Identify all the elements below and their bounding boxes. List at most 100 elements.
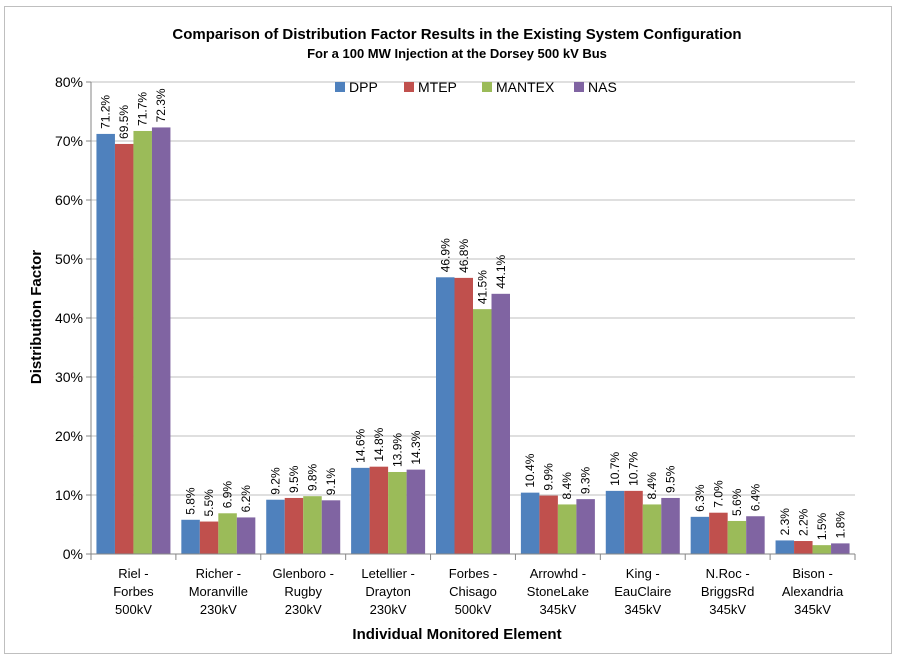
category-label: Arrowhd - bbox=[530, 566, 586, 581]
chart-subtitle: For a 100 MW Injection at the Dorsey 500… bbox=[307, 46, 607, 61]
data-label: 9.9% bbox=[542, 463, 556, 491]
category-label: 230kV bbox=[370, 602, 407, 617]
category-label: 345kV bbox=[794, 602, 831, 617]
y-tick-label: 20% bbox=[55, 428, 83, 444]
bar-mtep bbox=[199, 521, 219, 554]
bar-mtep bbox=[369, 466, 389, 554]
y-axis: 0% 10% 20% 30% 40% 50% 60% 70% 80% bbox=[55, 74, 92, 562]
category-label: N.Roc - bbox=[706, 566, 750, 581]
data-label: 9.8% bbox=[305, 463, 319, 491]
y-tick-label: 30% bbox=[55, 369, 83, 385]
bar-dpp bbox=[520, 492, 540, 554]
category-label: Bison - bbox=[792, 566, 832, 581]
category-label: Drayton bbox=[365, 584, 411, 599]
data-labels: 71.2% 5.8% 9.2% 14.6% 46.9% 10.4% 10.7% 6.3% 2.3… bbox=[99, 88, 848, 540]
bar-mtep bbox=[794, 541, 813, 554]
category-label: 500kV bbox=[455, 602, 492, 617]
y-tick-label: 40% bbox=[55, 310, 83, 326]
data-label: 44.1% bbox=[494, 254, 508, 288]
category-label: 345kV bbox=[539, 602, 576, 617]
bar-nas bbox=[236, 517, 256, 554]
bar-dpp bbox=[690, 516, 710, 554]
y-tick-label: 0% bbox=[63, 546, 83, 562]
category-label: Rugby bbox=[284, 584, 322, 599]
category-label: King - bbox=[626, 566, 660, 581]
data-label: 46.8% bbox=[457, 239, 471, 273]
y-tick-label: 70% bbox=[55, 133, 83, 149]
data-label: 14.8% bbox=[372, 427, 386, 461]
data-label: 71.7% bbox=[136, 92, 150, 126]
data-label: 9.2% bbox=[268, 467, 282, 495]
category-label: 230kV bbox=[200, 602, 237, 617]
bar-nas bbox=[746, 516, 765, 554]
data-label: 6.2% bbox=[239, 485, 253, 513]
data-label: 9.3% bbox=[579, 466, 593, 494]
bar-nas bbox=[406, 469, 426, 554]
bar-dpp bbox=[775, 540, 795, 554]
data-label: 71.2% bbox=[99, 95, 113, 129]
data-label: 72.3% bbox=[154, 88, 168, 122]
bar-mtep bbox=[114, 143, 134, 554]
data-label: 13.9% bbox=[390, 433, 404, 467]
bar-mantex bbox=[473, 309, 492, 554]
data-label: 41.5% bbox=[475, 270, 489, 304]
bar-dpp bbox=[351, 467, 370, 554]
data-label: 46.9% bbox=[438, 238, 452, 272]
bar-mantex bbox=[218, 513, 237, 554]
bar-nas bbox=[151, 127, 171, 555]
category-label: EauClaire bbox=[614, 584, 671, 599]
data-label: 5.6% bbox=[730, 488, 744, 516]
category-label: Forbes - bbox=[449, 566, 497, 581]
data-label: 14.6% bbox=[353, 429, 367, 463]
category-label: Letellier - bbox=[361, 566, 414, 581]
bar-mtep bbox=[624, 490, 643, 554]
bar-nas bbox=[491, 293, 510, 554]
data-label: 10.7% bbox=[608, 452, 622, 486]
legend-swatch-nas bbox=[574, 82, 584, 92]
data-label: 6.9% bbox=[221, 481, 235, 509]
chart-title: Comparison of Distribution Factor Result… bbox=[172, 26, 741, 43]
bar-nas bbox=[831, 543, 850, 554]
bar-mtep bbox=[539, 495, 558, 554]
bar-mantex bbox=[133, 130, 152, 554]
data-label: 9.5% bbox=[664, 465, 678, 493]
legend-label-mtep: MTEP bbox=[418, 79, 457, 95]
data-label: 8.4% bbox=[560, 472, 574, 500]
bar-mantex bbox=[388, 471, 407, 554]
data-label: 1.5% bbox=[815, 512, 829, 540]
legend: DPP MTEP MANTEX NAS bbox=[335, 79, 617, 95]
data-label: 7.0% bbox=[711, 480, 725, 508]
legend-label-dpp: DPP bbox=[349, 79, 378, 95]
data-label: 5.8% bbox=[184, 487, 198, 515]
data-label: 6.4% bbox=[748, 484, 762, 512]
legend-swatch-mtep bbox=[404, 82, 414, 92]
category-label: Richer - bbox=[196, 566, 242, 581]
bar-mtep bbox=[454, 277, 473, 554]
data-label: 2.3% bbox=[778, 508, 792, 536]
y-tick-label: 10% bbox=[55, 487, 83, 503]
bar-nas bbox=[576, 499, 595, 554]
data-label: 10.4% bbox=[523, 453, 537, 487]
y-tick-label: 50% bbox=[55, 251, 83, 267]
legend-label-nas: NAS bbox=[588, 79, 617, 95]
category-label: 230kV bbox=[285, 602, 322, 617]
category-label: 345kV bbox=[624, 602, 661, 617]
bar-mtep bbox=[709, 512, 728, 554]
category-label: 345kV bbox=[709, 602, 746, 617]
bar-dpp bbox=[605, 490, 625, 554]
data-label: 10.7% bbox=[627, 452, 641, 486]
data-label: 8.4% bbox=[645, 472, 659, 500]
category-label: Alexandria bbox=[782, 584, 844, 599]
x-axis: Riel - Forbes 500kV Richer - Moranville 230kV… bbox=[90, 553, 856, 617]
x-axis-label: Individual Monitored Element bbox=[352, 626, 561, 643]
legend-swatch-dpp bbox=[335, 82, 345, 92]
bar-mantex bbox=[557, 504, 577, 554]
data-label: 6.3% bbox=[693, 484, 707, 512]
category-label: Moranville bbox=[189, 584, 248, 599]
bar-mantex bbox=[303, 496, 322, 554]
bar-mantex bbox=[727, 520, 747, 554]
bar-nas bbox=[661, 497, 680, 554]
data-label: 2.2% bbox=[796, 508, 810, 536]
category-label: Chisago bbox=[449, 584, 497, 599]
bar-dpp bbox=[181, 519, 200, 554]
